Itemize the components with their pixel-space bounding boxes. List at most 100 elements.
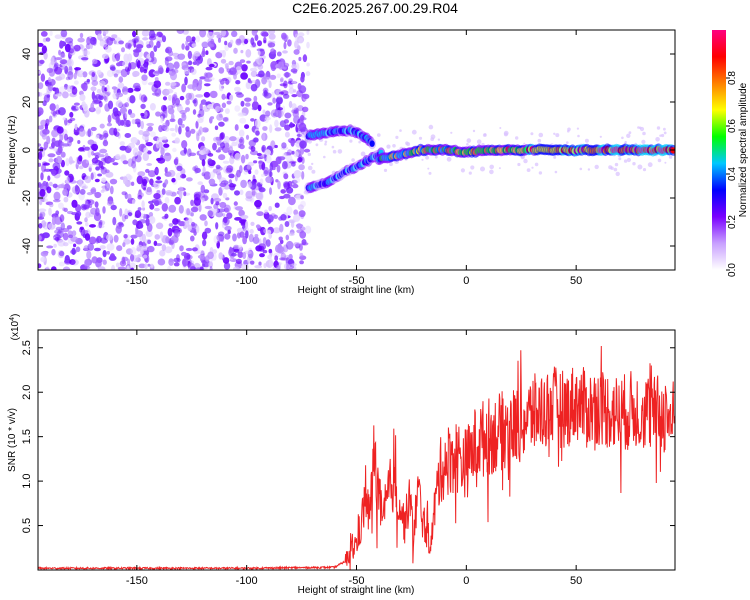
noise-blob: [256, 48, 265, 52]
noise-blob: [47, 175, 51, 181]
noise-blob: [233, 266, 240, 270]
noise-blob: [253, 160, 258, 164]
noise-blob: [254, 199, 262, 208]
noise-blob: [83, 265, 91, 270]
faint-point: [639, 126, 645, 132]
noise-blob: [123, 112, 127, 121]
noise-blob: [228, 173, 235, 179]
noise-blob: [296, 229, 304, 234]
noise-blob: [82, 50, 91, 56]
noise-blob: [95, 166, 100, 171]
noise-blob: [104, 169, 110, 173]
noise-blob: [297, 157, 303, 163]
noise-blob: [197, 118, 204, 124]
faint-point: [389, 162, 393, 167]
noise-blob: [75, 246, 81, 253]
noise-blob: [237, 112, 246, 117]
snr-panel: -150 -100 -50 0 50 0.5 1.0 1.5 2.0 2.5 Height of…: [7, 314, 676, 596]
noise-blob: [232, 233, 237, 242]
noise-blob: [282, 161, 288, 170]
noise-blob: [256, 152, 262, 157]
noise-blob: [245, 102, 251, 107]
figure-title: C2E6.2025.267.00.29.R04: [292, 0, 458, 16]
noise-blob: [50, 169, 57, 175]
noise-blob: [208, 261, 213, 268]
noise-blob: [241, 64, 248, 72]
noise-blob: [184, 207, 192, 216]
noise-blob: [104, 182, 111, 191]
noise-blob: [302, 106, 309, 113]
noise-blob: [224, 40, 228, 46]
noise-blob: [250, 118, 255, 122]
faint-point: [399, 129, 402, 132]
noise-blob: [297, 105, 304, 112]
faint-point: [466, 138, 472, 143]
noise-blob: [82, 71, 88, 78]
noise-blob: [84, 233, 91, 241]
noise-blob: [155, 243, 163, 247]
faint-point: [425, 155, 429, 160]
noise-blob: [292, 183, 299, 189]
noise-blob: [208, 63, 215, 68]
noise-blob: [195, 225, 200, 234]
noise-blob: [132, 219, 138, 226]
noise-blob: [185, 40, 189, 47]
noise-blob: [145, 230, 153, 238]
noise-blob: [185, 107, 190, 112]
noise-blob: [62, 232, 69, 241]
faint-point: [526, 168, 531, 173]
noise-blob: [257, 50, 261, 56]
noise-blob: [140, 112, 145, 117]
noise-blob: [81, 101, 86, 109]
noise-blob: [38, 263, 42, 269]
noise-blob: [291, 150, 295, 155]
faint-point: [613, 167, 618, 172]
noise-blob: [150, 33, 158, 38]
faint-point: [411, 129, 417, 135]
noise-blob: [43, 162, 50, 166]
noise-blob: [132, 70, 140, 77]
noise-blob: [259, 114, 268, 122]
noise-blob: [201, 41, 209, 48]
noise-blob: [54, 237, 60, 241]
faint-point: [626, 157, 632, 163]
faint-point: [427, 167, 430, 170]
noise-blob: [123, 91, 128, 95]
noise-blob: [64, 170, 70, 176]
noise-blob: [98, 154, 105, 158]
noise-blob: [138, 263, 146, 269]
noise-blob: [181, 43, 185, 50]
noise-blob: [278, 236, 283, 241]
noise-blob: [145, 58, 149, 63]
noise-blob: [122, 160, 129, 165]
noise-blob: [58, 86, 67, 93]
noise-blob: [96, 257, 103, 264]
noise-blob: [222, 160, 230, 164]
noise-blob: [145, 168, 150, 173]
noise-blob: [214, 125, 219, 131]
noise-blob: [185, 247, 193, 252]
noise-blob: [69, 48, 75, 54]
noise-blob: [99, 245, 106, 250]
noise-blob: [229, 94, 234, 101]
noise-blob: [165, 88, 174, 94]
noise-blob: [85, 222, 89, 227]
noise-blob: [154, 70, 162, 74]
noise-blob: [234, 173, 238, 182]
noise-blob: [130, 253, 135, 262]
noise-blob: [38, 184, 44, 189]
noise-blob: [42, 128, 50, 135]
noise-blob: [222, 117, 229, 122]
noise-blob: [276, 264, 281, 270]
noise-blob: [142, 254, 148, 259]
noise-blob: [250, 221, 255, 226]
noise-blob: [252, 236, 260, 244]
noise-blob: [283, 72, 291, 78]
noise-blob: [204, 255, 210, 262]
noise-blob: [268, 33, 276, 40]
faint-point: [594, 164, 599, 170]
noise-blob: [176, 165, 183, 172]
noise-blob: [127, 258, 131, 267]
noise-blob: [234, 105, 241, 112]
noise-blob: [266, 214, 274, 223]
